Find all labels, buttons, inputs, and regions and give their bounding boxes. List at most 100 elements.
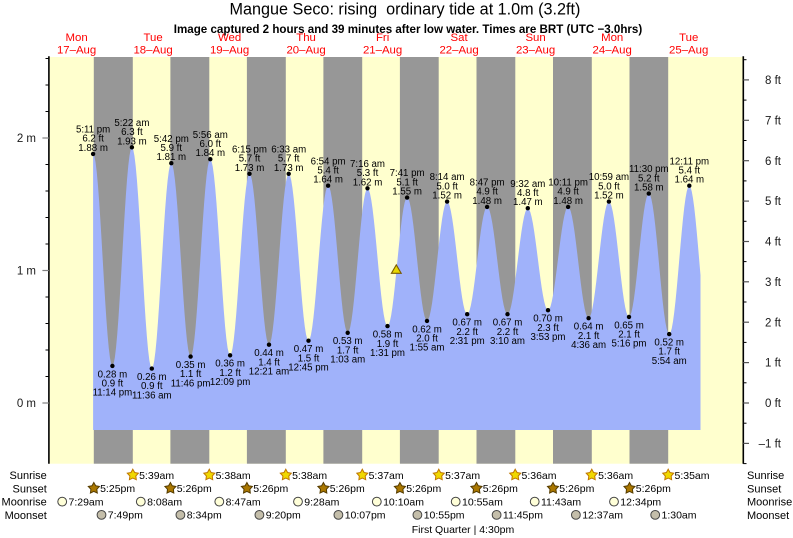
svg-text:8:34pm: 8:34pm (187, 510, 222, 522)
svg-text:5.7 ft: 5.7 ft (278, 154, 300, 165)
svg-text:10:07pm: 10:07pm (345, 510, 386, 522)
svg-text:1.48 m: 1.48 m (553, 196, 583, 207)
svg-text:5.4 ft: 5.4 ft (317, 166, 339, 177)
svg-text:12:34pm: 12:34pm (620, 496, 661, 508)
svg-text:0.52 m: 0.52 m (654, 338, 684, 349)
svg-text:0.36 m: 0.36 m (215, 359, 245, 370)
svg-text:8:47 pm: 8:47 pm (470, 178, 505, 189)
svg-text:5:26pm: 5:26pm (406, 483, 441, 495)
svg-text:3:53 pm: 3:53 pm (530, 332, 565, 343)
svg-text:1.81 m: 1.81 m (156, 152, 186, 163)
svg-text:5:26pm: 5:26pm (177, 483, 212, 495)
svg-text:Moonset: Moonset (747, 510, 789, 522)
svg-text:Sunset: Sunset (747, 483, 781, 495)
svg-text:Image captured 2 hours and 39: Image captured 2 hours and 39 minutes af… (174, 23, 643, 36)
svg-text:1:31 pm: 1:31 pm (370, 348, 405, 359)
svg-text:12:37am: 12:37am (582, 510, 623, 522)
svg-text:11:45pm: 11:45pm (503, 510, 543, 522)
svg-text:1:30am: 1:30am (662, 510, 697, 522)
svg-text:2 m: 2 m (17, 133, 36, 145)
svg-text:10:10am: 10:10am (383, 496, 424, 508)
svg-text:1 ft: 1 ft (765, 358, 782, 370)
svg-text:5.3 ft: 5.3 ft (357, 168, 379, 179)
svg-text:2 ft: 2 ft (765, 317, 782, 329)
svg-text:5.9 ft: 5.9 ft (161, 143, 183, 154)
svg-text:5:26pm: 5:26pm (330, 483, 365, 495)
svg-text:0.70 m: 0.70 m (533, 314, 563, 325)
svg-text:Sunset: Sunset (13, 483, 47, 495)
svg-text:0 ft: 0 ft (765, 398, 782, 410)
svg-text:2.2 ft: 2.2 ft (497, 327, 519, 338)
svg-text:Thu: Thu (296, 32, 316, 44)
svg-text:2.0 ft: 2.0 ft (416, 334, 438, 345)
svg-text:2.2 ft: 2.2 ft (456, 327, 478, 338)
svg-text:5:37am: 5:37am (445, 470, 480, 482)
svg-text:11:14 pm: 11:14 pm (93, 388, 133, 399)
svg-text:6 ft: 6 ft (765, 156, 782, 168)
svg-text:4.9 ft: 4.9 ft (476, 187, 498, 198)
svg-text:6:54 pm: 6:54 pm (311, 156, 346, 167)
svg-text:Sunrise: Sunrise (10, 470, 47, 482)
svg-text:8:08am: 8:08am (147, 496, 182, 508)
svg-text:0.65 m: 0.65 m (614, 320, 644, 331)
svg-text:Wed: Wed (218, 32, 241, 44)
svg-text:3:10 am: 3:10 am (490, 336, 525, 347)
svg-text:4 ft: 4 ft (765, 237, 782, 249)
svg-text:2:31 pm: 2:31 pm (450, 336, 485, 347)
svg-text:0.62 m: 0.62 m (412, 324, 442, 335)
svg-text:9:20pm: 9:20pm (266, 510, 301, 522)
svg-text:8 ft: 8 ft (765, 75, 782, 87)
svg-text:5:26pm: 5:26pm (483, 483, 518, 495)
svg-text:0.47 m: 0.47 m (294, 344, 324, 355)
svg-text:First Quarter | 4:30pm: First Quarter | 4:30pm (412, 524, 515, 536)
svg-text:9:32 am: 9:32 am (510, 179, 545, 190)
svg-text:1.48 m: 1.48 m (472, 196, 502, 207)
svg-text:10:55am: 10:55am (462, 496, 503, 508)
svg-text:6.0 ft: 6.0 ft (200, 139, 222, 150)
svg-text:7:41 pm: 7:41 pm (390, 168, 425, 179)
svg-text:21–Aug: 21–Aug (363, 44, 402, 56)
svg-text:1.2 ft: 1.2 ft (219, 368, 241, 379)
svg-text:1.64 m: 1.64 m (674, 175, 704, 186)
svg-text:5:11 pm: 5:11 pm (76, 125, 110, 136)
svg-text:1.7 ft: 1.7 ft (337, 345, 359, 356)
svg-text:6.3 ft: 6.3 ft (121, 127, 143, 138)
svg-text:0.58 m: 0.58 m (373, 330, 403, 341)
svg-text:1.1 ft: 1.1 ft (180, 369, 202, 380)
svg-text:5:54 am: 5:54 am (652, 356, 687, 367)
svg-text:1.84 m: 1.84 m (195, 148, 225, 159)
svg-text:0.28 m: 0.28 m (98, 369, 128, 380)
svg-text:1.88 m: 1.88 m (78, 143, 108, 154)
svg-text:10:55pm: 10:55pm (424, 510, 465, 522)
svg-text:5:16 pm: 5:16 pm (611, 339, 646, 350)
svg-text:5:25pm: 5:25pm (100, 483, 135, 495)
svg-text:Mon: Mon (66, 32, 88, 44)
svg-text:6.2 ft: 6.2 ft (82, 134, 104, 145)
svg-text:7:29am: 7:29am (69, 496, 104, 508)
svg-text:1.93 m: 1.93 m (117, 136, 147, 147)
svg-text:1.64 m: 1.64 m (313, 175, 343, 186)
svg-text:7 ft: 7 ft (765, 115, 782, 127)
svg-text:5:22 am: 5:22 am (114, 118, 149, 129)
svg-text:0.9 ft: 0.9 ft (141, 381, 163, 392)
svg-text:25–Aug: 25–Aug (669, 44, 708, 56)
svg-text:10:11 pm: 10:11 pm (548, 178, 588, 189)
svg-text:4:36 am: 4:36 am (571, 340, 606, 351)
svg-text:7:16 am: 7:16 am (350, 159, 385, 170)
svg-text:5:56 am: 5:56 am (193, 130, 228, 141)
svg-text:6:15 pm: 6:15 pm (232, 144, 267, 155)
svg-text:3 ft: 3 ft (765, 277, 782, 289)
svg-text:12:11 pm: 12:11 pm (669, 156, 709, 167)
svg-text:5.0 ft: 5.0 ft (598, 181, 620, 192)
svg-text:5.2 ft: 5.2 ft (638, 173, 660, 184)
svg-text:1:03 am: 1:03 am (330, 355, 365, 366)
svg-text:19–Aug: 19–Aug (210, 44, 249, 56)
svg-text:1.7 ft: 1.7 ft (658, 347, 680, 358)
svg-text:1.73 m: 1.73 m (235, 163, 265, 174)
svg-text:Fri: Fri (376, 32, 389, 44)
svg-text:17–Aug: 17–Aug (57, 44, 96, 56)
svg-text:5:39am: 5:39am (139, 470, 174, 482)
svg-text:Moonset: Moonset (5, 510, 47, 522)
svg-text:Mangue Seco: rising ordinary: Mangue Seco: rising ordinary tide at 1.0… (230, 1, 581, 19)
svg-text:5:36am: 5:36am (598, 470, 633, 482)
